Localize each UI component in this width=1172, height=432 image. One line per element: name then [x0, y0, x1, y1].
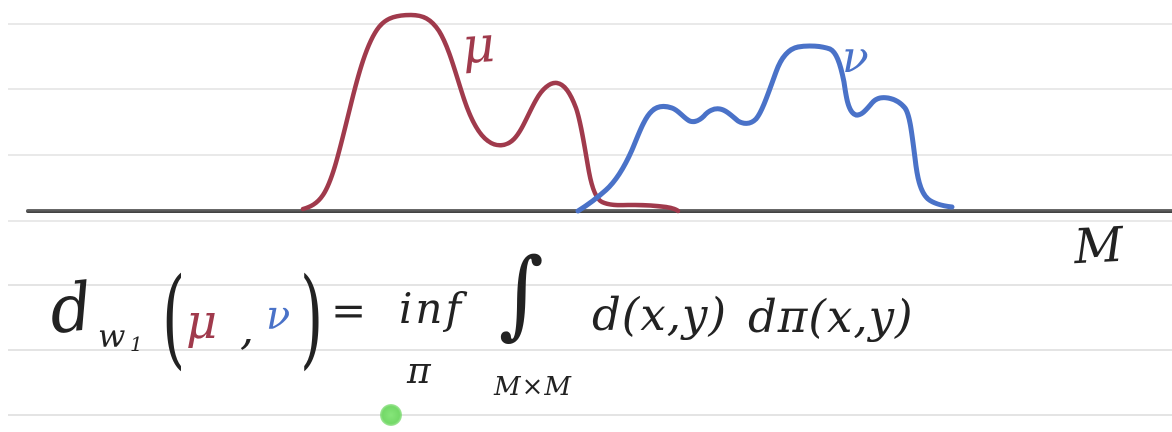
ruled-line — [8, 349, 1172, 351]
formula-infimum-subscript-pi: π — [407, 351, 431, 392]
ruled-line — [8, 414, 1172, 416]
formula-right-paren: ) — [300, 255, 324, 381]
formula-integral-domain: M×M — [494, 372, 573, 402]
ruled-line — [8, 23, 1172, 25]
baseline-axis — [26, 209, 1172, 213]
nu-curve — [575, 43, 955, 214]
formula-d: d — [46, 268, 97, 349]
ruled-line — [8, 284, 1172, 286]
pointer-dot — [380, 404, 402, 426]
formula-nu: ν — [266, 293, 291, 339]
ruled-line — [8, 88, 1172, 90]
formula-integral-sign: ∫ — [499, 238, 544, 351]
formula-left-paren: ( — [162, 255, 186, 381]
mu-curve — [300, 12, 681, 214]
ruled-line — [8, 154, 1172, 156]
formula-integrand: d(x,y) — [592, 288, 728, 341]
formula-infimum: inf — [399, 284, 465, 333]
formula-measure: dπ(x,y) — [748, 290, 914, 343]
formula-comma: , — [240, 304, 254, 355]
mu-curve-label: μ — [460, 14, 497, 76]
formula-equals: = — [331, 286, 367, 335]
formula-subscript-w: w — [98, 317, 126, 355]
nu-curve-label: ν — [842, 32, 869, 83]
formula-mu: μ — [186, 294, 218, 350]
manifold-label: M — [1072, 216, 1125, 276]
ruled-line — [8, 220, 1172, 222]
formula-subscript-1: 1 — [130, 332, 143, 356]
